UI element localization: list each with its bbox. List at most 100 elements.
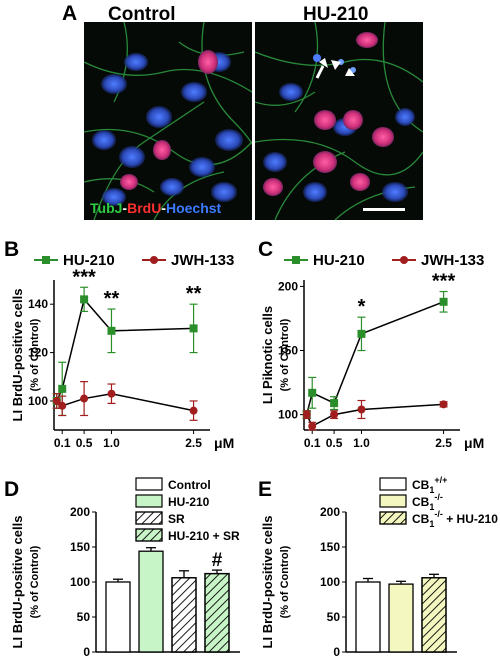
chart-c: HU-210 JWH-133 100 150 200 0.1 0.5 1.0 2.5 μM LI P… <box>260 252 484 451</box>
significance-label: * <box>358 296 366 318</box>
micrograph-control-title: Control <box>108 4 176 25</box>
bar-hatch <box>204 572 230 653</box>
legend-label-base: CB <box>412 495 430 509</box>
series-line <box>306 403 444 428</box>
y-tick-label: 0 <box>333 645 340 659</box>
legend-swatch <box>135 477 163 491</box>
legend-label: Control <box>168 478 211 492</box>
y-axis-label: LI Piknotic cells <box>260 306 275 404</box>
data-point <box>330 399 339 408</box>
bar <box>138 550 164 653</box>
chart-e: 0 50 100 150 200 LI BrdU-positive cells (% of … <box>260 475 498 659</box>
legend-label: HU-210 + SR <box>168 529 240 543</box>
series-line <box>56 297 194 402</box>
y-tick-label: 150 <box>70 540 90 554</box>
data-point <box>302 410 311 419</box>
significance-label: # <box>212 550 223 571</box>
significance-label: *** <box>432 271 456 293</box>
y-tick-label: 200 <box>278 279 298 293</box>
data-point <box>58 401 67 410</box>
x-unit-label: μM <box>464 435 484 451</box>
legend-label: HU-210 <box>313 252 365 269</box>
data-point <box>439 400 448 409</box>
micrograph-control <box>84 22 252 220</box>
x-tick-label: 1.0 <box>103 436 120 450</box>
legend-marker <box>150 256 158 264</box>
data-point <box>80 295 89 304</box>
y-tick-label: 100 <box>28 394 48 408</box>
y-axis-label: (% of Control) <box>279 318 291 391</box>
data-point <box>52 396 61 405</box>
legend-label: CB1-/- + HU-210 <box>412 509 498 529</box>
legend-marker <box>42 256 50 264</box>
micrograph-control-image <box>84 22 252 220</box>
legend-swatch-hatch <box>135 528 163 542</box>
x-unit-label: μM <box>214 435 234 451</box>
x-tick-label: 1.0 <box>353 436 370 450</box>
y-axis-label: LI BrdU-positive cells <box>10 289 25 422</box>
data-point <box>357 405 366 414</box>
x-tick-label: 0.5 <box>76 436 93 450</box>
stain-dash-1: - <box>122 200 128 216</box>
y-tick-label: 50 <box>327 610 341 624</box>
y-tick-label: 100 <box>278 408 298 422</box>
y-tick-label: 0 <box>83 645 90 659</box>
x-tick-label: 2.5 <box>185 436 202 450</box>
x-tick-label: 0.1 <box>54 436 71 450</box>
micrograph-hu210-image <box>255 22 423 220</box>
legend-label: CB1-/- <box>412 492 443 512</box>
series-line <box>306 301 444 415</box>
legend-label: CB1+/+ <box>412 475 447 495</box>
stain-brdu: BrdU <box>127 200 162 216</box>
data-point <box>107 326 116 335</box>
data-point <box>308 388 317 397</box>
data-point <box>189 406 198 415</box>
legend-label-sup: -/- <box>434 492 443 502</box>
data-point <box>308 422 317 431</box>
legend-label: HU-210 <box>63 252 115 269</box>
y-axis-label: (% of Control) <box>29 318 41 391</box>
legend-marker <box>400 256 408 264</box>
legend-marker <box>292 256 300 264</box>
bar <box>388 583 414 653</box>
stain-tubj: TubJ <box>90 200 123 216</box>
legend-label-sub: 1 <box>429 519 434 529</box>
stain-dash-2: - <box>161 200 166 216</box>
data-point <box>330 410 339 419</box>
legend-swatch-hatch <box>135 511 163 525</box>
significance-label: *** <box>72 266 96 288</box>
bar-hatch <box>421 577 447 653</box>
x-tick-label: 0.1 <box>304 436 321 450</box>
legend-swatch <box>379 477 407 491</box>
stain-hoechst: Hoechst <box>165 200 222 216</box>
legend-swatch-hatch <box>379 511 407 525</box>
panel-label-c: C <box>258 238 274 261</box>
data-point <box>439 297 448 306</box>
panel-label-e: E <box>258 478 273 501</box>
legend-label-sub: 1 <box>429 502 434 512</box>
y-tick-label: 50 <box>77 610 91 624</box>
data-point <box>357 329 366 338</box>
legend-swatch <box>379 494 407 508</box>
chart-b: HU-210 JWH-133 100 120 140 0.1 0.5 1.0 2.5 μM LI B… <box>10 252 234 451</box>
y-axis-label: LI BrdU-positive cells <box>260 516 275 649</box>
legend-label-sup: -/- <box>434 509 443 519</box>
micrograph-hu210-title: HU-210 <box>303 4 369 25</box>
legend-swatch <box>135 494 163 508</box>
legend-label-sup: +/+ <box>434 475 447 485</box>
panel-label-b: B <box>4 238 20 261</box>
y-axis-label: (% of Control) <box>279 545 291 618</box>
y-tick-label: 200 <box>320 505 340 519</box>
significance-label: ** <box>104 288 120 310</box>
bar <box>355 581 381 653</box>
panel-label-d: D <box>4 478 20 501</box>
data-point <box>80 394 89 403</box>
legend-label-rest: + HU-210 <box>443 512 498 526</box>
y-tick-label: 150 <box>278 344 298 358</box>
y-tick-label: 140 <box>28 297 48 311</box>
legend-label-base: CB <box>412 512 430 526</box>
bar-hatch <box>171 577 197 653</box>
data-point <box>58 384 67 393</box>
legend-label-sub: 1 <box>429 485 434 495</box>
y-tick-label: 100 <box>320 575 340 589</box>
